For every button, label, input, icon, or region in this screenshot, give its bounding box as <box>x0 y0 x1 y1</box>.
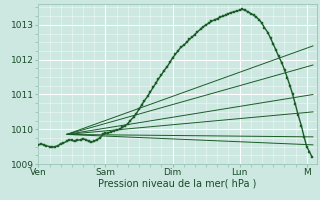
X-axis label: Pression niveau de la mer( hPa ): Pression niveau de la mer( hPa ) <box>99 179 257 189</box>
